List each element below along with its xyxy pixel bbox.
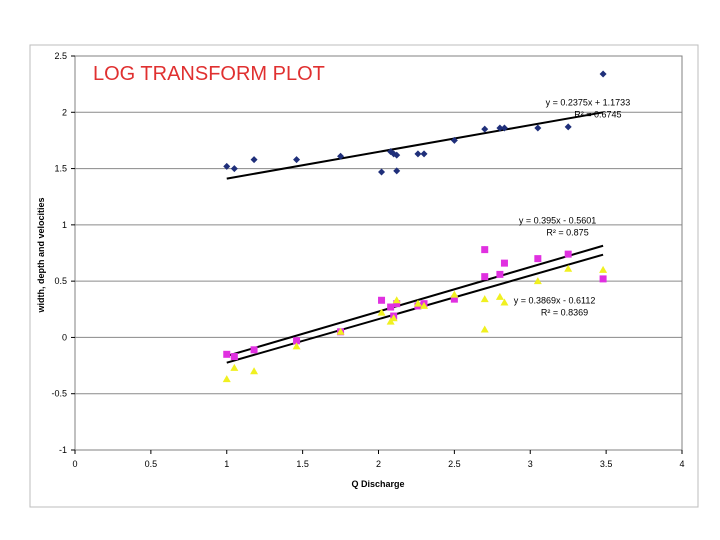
square-point (481, 273, 489, 281)
r-squared-label: R² = 0.8369 (541, 308, 588, 318)
x-tick-label: 2 (376, 459, 381, 469)
y-tick-label: 2.5 (54, 51, 67, 61)
triangle-point (500, 298, 509, 306)
diamond-point (223, 162, 231, 170)
square-point (450, 295, 458, 303)
y-tick-label: 1 (62, 220, 67, 230)
x-tick-label: 1 (224, 459, 229, 469)
diamond-point (250, 156, 258, 164)
diamond-point (378, 168, 386, 176)
y-tick-label: 1.5 (54, 164, 67, 174)
diamond-point (230, 165, 238, 173)
r-squared-label: R² = 0.875 (546, 228, 588, 238)
data-points (222, 70, 608, 383)
x-tick-label: 3.5 (600, 459, 613, 469)
x-axis-label: Q Discharge (351, 479, 404, 489)
chart-frame (29, 44, 699, 508)
diamond-point (534, 124, 542, 132)
square-point (564, 250, 572, 258)
square-point (387, 303, 395, 311)
x-tick-label: 0 (72, 459, 77, 469)
diamond-point (337, 152, 345, 160)
diamond-point (496, 124, 504, 132)
trendline-equation: y = 0.2375x + 1.1733 (546, 98, 631, 108)
square-point (250, 346, 258, 354)
y-tick-label: 0.5 (54, 276, 67, 286)
triangle-point (599, 265, 608, 273)
square-point (500, 259, 508, 267)
diamond-point (293, 156, 301, 164)
x-tick-label: 2.5 (448, 459, 461, 469)
square-point (223, 350, 231, 358)
square-point (481, 246, 489, 254)
diamond-point (500, 124, 508, 132)
diamond-point (414, 150, 422, 158)
diamond-point (420, 150, 428, 158)
trendline-equation: y = 0.395x - 0.5601 (519, 216, 596, 226)
triangle-point (564, 264, 573, 272)
triangle-point (392, 296, 401, 304)
diamond-point (481, 125, 489, 133)
r-squared-label: R² = 0.6745 (574, 110, 621, 120)
trendline-square (226, 244, 604, 357)
x-axis-ticks: 0 0.5 1 1.5 2 2.5 3 3.5 4 (72, 450, 685, 469)
triangle-point (480, 325, 489, 333)
square-point (599, 275, 607, 283)
diamond-point (393, 151, 401, 159)
triangle-point (533, 277, 542, 285)
y-axis-label: width, depth and velocities (36, 197, 46, 313)
triangle-point (450, 290, 459, 298)
trendline-equation: y = 0.3869x - 0.6112 (514, 296, 596, 306)
x-tick-label: 4 (679, 459, 684, 469)
y-axis-ticks: -1 -0.5 0 0.5 1 1.5 2 2.5 (51, 51, 75, 455)
square-point (378, 296, 386, 304)
y-tick-label: -1 (59, 445, 67, 455)
y-tick-label: 2 (62, 107, 67, 117)
square-point (496, 270, 504, 278)
x-tick-label: 3 (528, 459, 533, 469)
triangle-point (292, 342, 301, 350)
triangle-point (222, 375, 231, 383)
triangle-point (495, 292, 504, 300)
triangle-point (420, 301, 429, 309)
diamond-point (564, 123, 572, 131)
x-tick-label: 0.5 (145, 459, 158, 469)
triangle-point (480, 295, 489, 303)
triangle-point (336, 327, 345, 335)
square-point (393, 300, 401, 308)
y-tick-label: 0 (62, 332, 67, 342)
triangle-point (377, 308, 386, 316)
diamond-point (393, 167, 401, 175)
x-tick-label: 1.5 (296, 459, 309, 469)
chart-title: LOG TRANSFORM PLOT (93, 63, 325, 85)
triangle-point (250, 367, 259, 375)
triangle-point (389, 314, 398, 322)
square-point (293, 337, 301, 345)
triangle-point (413, 299, 422, 307)
square-point (534, 255, 542, 263)
diamond-point (599, 70, 607, 78)
trendline-diamond (226, 111, 604, 180)
trendline-equations: y = 0.2375x + 1.1733 R² = 0.6745 y = 0.395… (514, 98, 631, 318)
y-tick-label: -0.5 (51, 389, 67, 399)
square-point (230, 353, 238, 361)
diamond-point (450, 136, 458, 144)
triangle-point (230, 363, 239, 371)
